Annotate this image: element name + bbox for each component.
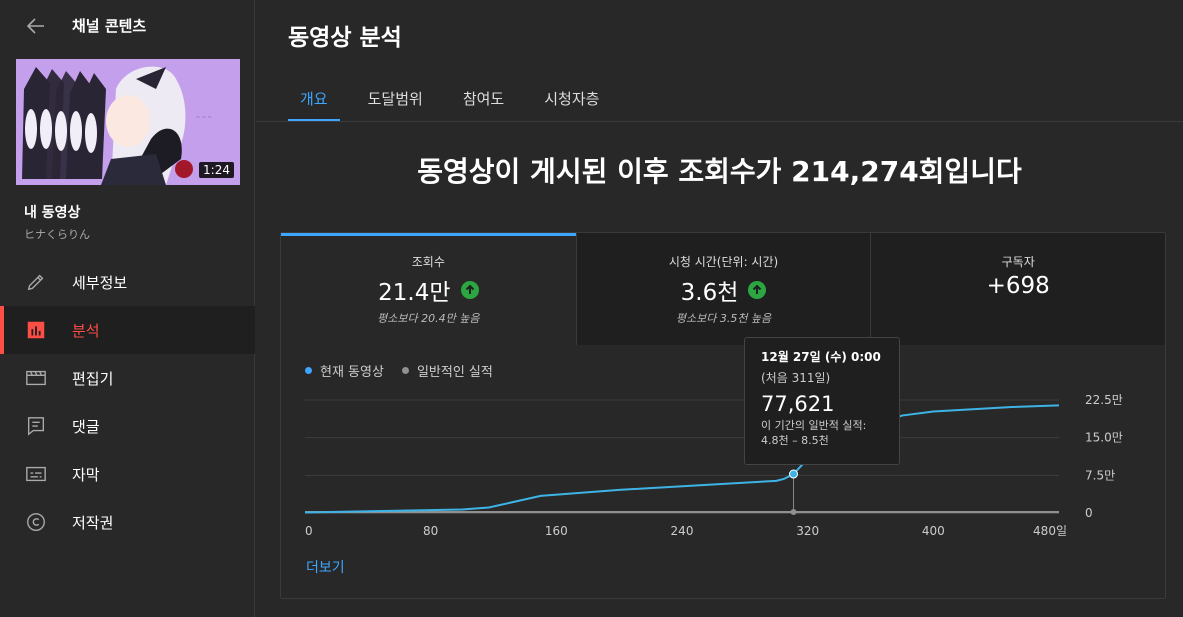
channel-name: ヒナくらりん: [24, 228, 90, 241]
metric-value: +698: [986, 273, 1050, 299]
pencil-icon: [24, 270, 48, 294]
main-content: 동영상 분석 개요 도달범위 참여도 시청자층 동영상이 게시된 이후 조회수가…: [256, 0, 1183, 617]
chart-tooltip: 12월 27일 (수) 0:00 (처음 311일) 77,621 이 기간의 …: [744, 337, 900, 465]
editor-icon: [24, 366, 48, 390]
metric-value: 3.6천: [680, 280, 739, 306]
page-title: 동영상 분석: [288, 25, 402, 51]
tooltip-value: 77,621: [761, 392, 835, 416]
x-tick-label: 400: [922, 524, 945, 538]
metric-label: 시청 시간(단위: 시간): [668, 255, 779, 269]
x-tick-label: 160: [545, 524, 568, 538]
metric-value: 21.4만: [378, 280, 451, 306]
x-tick-label: 480일: [1033, 524, 1067, 538]
arrow-up-icon: [460, 281, 479, 299]
legend-dot: [305, 367, 312, 374]
y-tick-label: 22.5만: [1085, 393, 1123, 407]
views-headline: 동영상이 게시된 이후 조회수가 214,274회입니다: [417, 155, 1022, 188]
metric-value-row: +698: [871, 273, 1165, 299]
sidebar-item-details[interactable]: 세부정보: [0, 258, 255, 306]
hover-point-current: [789, 469, 799, 479]
metric-label: 조회수: [411, 255, 445, 269]
sidebar-header: 채널 콘텐츠: [0, 0, 255, 52]
tab-engagement[interactable]: 참여도: [462, 89, 505, 108]
tooltip-note: 이 기간의 일반적 실적: 4.8천 – 8.5천: [761, 418, 883, 448]
metric-tabs: 조회수 21.4만 평소보다 20.4만 높음 시청 시간(단위: 시간) 3.…: [281, 233, 1166, 345]
sidebar-item-label: 분석: [72, 321, 100, 340]
sidebar-item-label: 저작권: [72, 513, 114, 532]
sidebar-item-label: 댓글: [72, 417, 100, 436]
y-tick-label: 0: [1085, 506, 1093, 520]
sidebar: 채널 콘텐츠 ~ ~ ~: [0, 0, 255, 617]
analytics-icon: [24, 318, 48, 342]
metric-views[interactable]: 조회수 21.4만 평소보다 20.4만 높음: [281, 233, 576, 345]
sidebar-item-label: 세부정보: [72, 273, 128, 292]
tab-bar: 개요 도달범위 참여도 시청자층: [288, 74, 627, 122]
sidebar-item-analytics[interactable]: 분석: [0, 306, 255, 354]
arrow-up-icon: [748, 281, 767, 299]
metric-label: 구독자: [1001, 255, 1035, 269]
svg-text:~ ~ ~: ~ ~ ~: [196, 115, 212, 121]
metric-comparison: 평소보다 20.4만 높음: [377, 312, 480, 325]
sidebar-item-subtitles[interactable]: 자막: [0, 450, 255, 498]
hover-point-typical: [790, 509, 797, 515]
metric-value-row: 21.4만: [281, 273, 576, 307]
metric-comparison: 평소보다 3.5천 높음: [675, 312, 772, 325]
legend-label: 현재 동영상: [320, 365, 384, 380]
video-title: 내 동영상: [24, 205, 81, 221]
legend-label: 일반적인 실적: [416, 365, 493, 380]
x-tick-label: 240: [671, 524, 694, 538]
tabs-divider: [256, 121, 1183, 122]
tooltip-date: 12월 27일 (수) 0:00: [761, 350, 881, 364]
legend-dot: [401, 367, 409, 374]
sidebar-item-comments[interactable]: 댓글: [0, 402, 255, 450]
sidebar-item-editor[interactable]: 편집기: [0, 354, 255, 402]
sidebar-item-label: 편집기: [72, 369, 114, 388]
metric-value-row: 3.6천: [577, 273, 871, 307]
tab-overview[interactable]: 개요: [288, 74, 340, 122]
subtitles-icon: [24, 462, 48, 486]
tooltip-days: (처음 311일): [761, 371, 831, 385]
sidebar-nav: 세부정보 분석 편집기 댓글 자막: [0, 258, 255, 546]
chart-legend: 현재 동영상 일반적인 실적: [305, 361, 511, 380]
video-thumbnail[interactable]: ~ ~ ~ 1:24: [16, 59, 240, 185]
legend-item-typical: 일반적인 실적: [401, 361, 493, 380]
x-tick-label: 0: [305, 524, 313, 538]
tab-audience[interactable]: 시청자층: [544, 89, 600, 108]
y-tick-label: 15.0만: [1085, 431, 1123, 445]
sidebar-item-label: 자막: [72, 465, 100, 484]
tooltip-note-range: 4.8천 – 8.5천: [761, 434, 829, 447]
metric-subscribers[interactable]: 구독자 +698: [870, 233, 1166, 345]
legend-item-current: 현재 동영상: [305, 361, 384, 380]
x-tick-label: 80: [423, 524, 438, 538]
tab-reach[interactable]: 도달범위: [367, 89, 423, 108]
video-duration: 1:24: [199, 162, 234, 178]
views-chart[interactable]: 0 7.5만 15.0만 22.5만 0 80 160 240 320 400 480일: [281, 383, 1165, 553]
sidebar-item-copyright[interactable]: 저작권: [0, 498, 255, 546]
back-arrow-icon[interactable]: [24, 14, 48, 38]
copyright-icon: [24, 510, 48, 534]
comments-icon: [24, 414, 48, 438]
analytics-card: 조회수 21.4만 평소보다 20.4만 높음 시청 시간(단위: 시간) 3.…: [280, 232, 1166, 599]
sidebar-title: 채널 콘텐츠: [72, 17, 147, 35]
tooltip-note-line: 이 기간의 일반적 실적:: [761, 419, 867, 432]
series-line-current: [304, 404, 1060, 514]
metric-watch-time[interactable]: 시청 시간(단위: 시간) 3.6천 평소보다 3.5천 높음: [575, 233, 871, 345]
y-tick-label: 7.5만: [1085, 468, 1115, 482]
see-more-link[interactable]: 더보기: [306, 560, 345, 576]
x-tick-label: 320: [796, 524, 819, 538]
